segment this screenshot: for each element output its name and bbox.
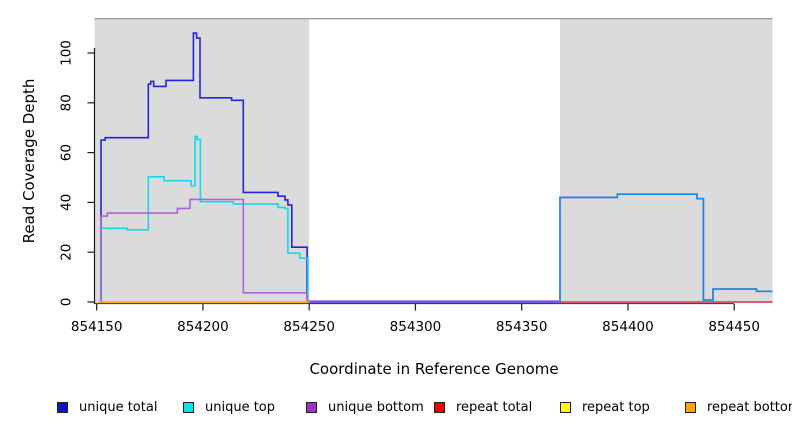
x-tick-label: 854300 [390,319,442,335]
legend-item-unique-top: unique top [183,398,275,416]
legend-swatch-icon [183,401,194,413]
coverage-plot: 0 20 40 60 80 100 854150 854200 854250 854300 8543… [59,18,773,335]
highlight-region-2 [559,19,773,304]
series-unique-top-line [100,135,309,302]
legend-label: unique top [205,399,276,415]
y-tick-label: 100 [59,40,75,66]
legend-swatch-icon [57,401,68,413]
series-unique-top-line [559,193,773,302]
legend-item-repeat-top: repeat top [560,398,650,416]
x-tick-label: 854200 [177,319,229,335]
highlight-region-1 [94,19,310,304]
y-tick-label: 60 [59,144,75,161]
y-axis-title: Read Coverage Depth [20,78,38,244]
legend-label: repeat total [456,399,533,415]
x-tick-label: 854350 [496,319,548,335]
legend-label: unique bottom [328,399,424,415]
y-tick-label: 20 [59,244,75,261]
x-tick-label: 854450 [708,319,760,335]
y-tick-label: 80 [59,94,75,111]
legend-label: repeat bottom [707,399,792,415]
legend-item-unique-total: unique total [57,398,157,416]
x-tick-label: 854150 [71,319,123,335]
x-axis-title: Coordinate in Reference Genome [309,360,559,378]
legend-label: repeat top [582,399,650,415]
y-tick-label: 0 [59,298,75,307]
legend-item-repeat-total: repeat total [434,398,532,416]
x-tick-label: 854400 [602,319,654,335]
legend-swatch-icon [685,401,696,413]
legend-item-unique-bottom: unique bottom [306,398,424,416]
legend-label: unique total [79,399,158,415]
legend-swatch-icon [306,401,317,413]
series-unique-bottom-line [100,198,560,302]
y-tick-label: 40 [59,194,75,211]
legend-swatch-icon [560,401,571,413]
x-tick-label: 854250 [283,319,335,335]
legend-item-repeat-bottom: repeat bottom [685,398,792,416]
legend: unique total unique top unique bottom repea… [0,398,792,418]
legend-swatch-icon [434,401,445,413]
